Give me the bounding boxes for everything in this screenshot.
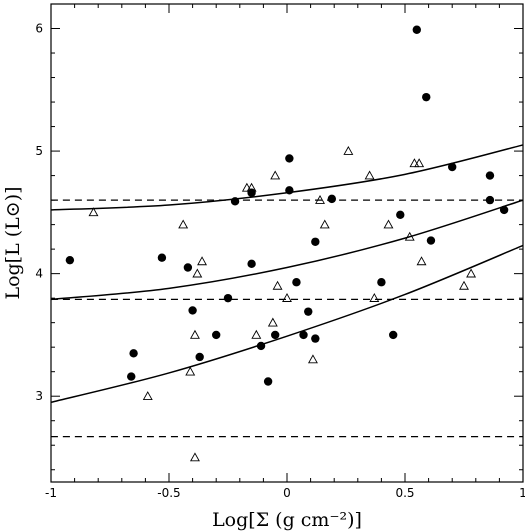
- filled-circle-point: [256, 341, 266, 351]
- open-triangle-point: [272, 280, 283, 290]
- open-triangle-point: [241, 182, 252, 192]
- filled-circle-point: [292, 278, 301, 287]
- filled-circle-point: [129, 349, 138, 358]
- filled-circle-point: [311, 334, 320, 343]
- x-tick-label: -0.5: [157, 486, 180, 500]
- y-tick-label: 6: [35, 22, 43, 36]
- filled-circle-point: [285, 154, 294, 163]
- open-triangle-point: [270, 170, 281, 180]
- filled-circle-point: [485, 195, 495, 205]
- filled-circle-point: [426, 236, 436, 245]
- filled-circle-point: [311, 237, 320, 246]
- open-triangle-point: [189, 329, 200, 339]
- filled-circle-point: [396, 210, 405, 220]
- open-triangle-point: [459, 280, 469, 290]
- filled-circle-point: [195, 352, 204, 362]
- y-tick-label: 4: [35, 267, 43, 281]
- tick-labels: -1 -0.5 0 0.5 1 3 4 5 6: [35, 22, 525, 500]
- open-triangle-point: [307, 354, 318, 364]
- filled-circle-point: [299, 330, 308, 340]
- open-triangle-point: [383, 219, 394, 229]
- open-triangle-point: [409, 158, 420, 168]
- filled-circle-point: [223, 293, 233, 303]
- x-axis-label: Log[Σ (g cm⁻²)]: [212, 509, 362, 531]
- filled-circle-point: [183, 263, 193, 272]
- open-triangle-point: [246, 182, 257, 192]
- filled-circle-point: [157, 253, 167, 262]
- filled-circle-point: [377, 278, 386, 287]
- filled-circle-point: [327, 194, 337, 204]
- filled-circle-point: [127, 372, 136, 381]
- filled-circle-point: [263, 377, 273, 386]
- filled-circle-point: [304, 307, 313, 316]
- solid-curve-2: [50, 244, 524, 404]
- filled-circle-point: [212, 330, 221, 340]
- open-triangle-point: [251, 329, 262, 339]
- open-triangle-point: [404, 231, 415, 241]
- open-triangle-point: [414, 158, 425, 168]
- open-triangle-point: [343, 145, 354, 155]
- open-triangle-point: [315, 194, 326, 204]
- open-triangle-point: [416, 256, 427, 266]
- axis-ticks: [50, 4, 524, 482]
- open-triangle-point: [369, 293, 380, 302]
- y-axis-label: Log[L (L⊙)]: [2, 186, 24, 299]
- filled-circle-point: [485, 171, 495, 180]
- open-triangle-point: [142, 391, 153, 401]
- filled-circle-point: [389, 330, 398, 340]
- filled-circle-point: [499, 205, 509, 215]
- open-triangle-point: [364, 170, 375, 180]
- x-tick-label: 1: [519, 486, 525, 500]
- open-triangle-point: [197, 256, 208, 266]
- filled-circle-point: [422, 92, 431, 102]
- open-triangle-point: [267, 317, 278, 327]
- open-triangle-point: [282, 293, 292, 302]
- open-triangle-point: [185, 366, 196, 376]
- filled-circle-point: [247, 188, 256, 197]
- filled-circle-point: [230, 197, 240, 206]
- open-triangle-point: [192, 268, 203, 278]
- x-tick-label: 0.5: [395, 486, 414, 500]
- y-tick-label: 3: [35, 389, 43, 403]
- filled-circle-point: [247, 259, 256, 269]
- filled-circle-point: [65, 255, 75, 265]
- plot-frame: [50, 3, 524, 483]
- data-points: [65, 25, 509, 462]
- filled-circle-point: [412, 25, 421, 34]
- open-triangle-point: [88, 207, 99, 217]
- x-tick-label: -1: [45, 486, 57, 500]
- open-triangle-point: [189, 452, 200, 462]
- open-triangle-point: [178, 219, 189, 229]
- filled-circle-point: [285, 186, 294, 195]
- filled-circle-point: [271, 330, 280, 340]
- filled-circle-point: [448, 162, 457, 172]
- open-triangle-point: [319, 219, 330, 229]
- y-tick-label: 5: [35, 144, 43, 158]
- solid-curve-1: [50, 199, 524, 301]
- x-tick-label: 0: [283, 486, 291, 500]
- filled-circle-point: [188, 306, 197, 315]
- open-triangle-point: [466, 268, 477, 278]
